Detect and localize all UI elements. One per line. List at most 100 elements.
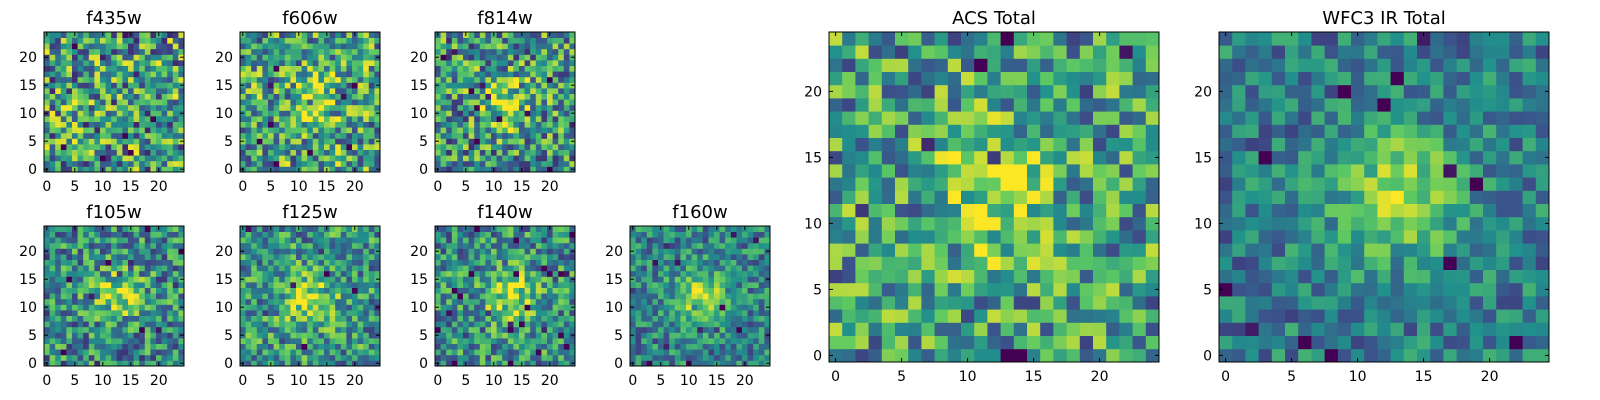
heatmap-cell [340, 242, 347, 249]
heatmap-cell [547, 48, 553, 55]
heatmap-cell [256, 287, 263, 294]
heatmap-cell [674, 242, 681, 249]
heatmap-cell [435, 160, 441, 167]
heatmap-cell [1027, 309, 1041, 323]
heatmap-cell [374, 99, 381, 106]
heatmap-cell [519, 160, 525, 167]
heatmap-cell [318, 76, 325, 83]
heatmap-cell [363, 37, 370, 44]
heatmap-cell [167, 338, 174, 344]
heatmap-cell [491, 160, 497, 167]
heatmap-cell [290, 270, 297, 277]
heatmap-cell [156, 265, 162, 272]
heatmap-cell [172, 304, 179, 311]
heatmap-cell [895, 296, 909, 310]
heatmap-cell [485, 304, 492, 311]
heatmap-cell [435, 282, 441, 288]
heatmap-cell [680, 287, 687, 294]
heatmap-cell [451, 82, 458, 89]
heatmap-cell [329, 354, 336, 361]
heatmap-cell [111, 127, 118, 134]
heatmap-cell [507, 93, 514, 100]
heatmap-cell [630, 349, 636, 356]
heatmap-cell [552, 315, 559, 322]
heatmap-cell [307, 76, 314, 83]
heatmap-cell [83, 82, 90, 89]
heatmap-cell [641, 321, 648, 328]
heatmap-cell [451, 287, 458, 294]
heatmap-cell [363, 304, 370, 311]
heatmap-cell [245, 93, 252, 100]
heatmap-cell [273, 332, 280, 339]
heatmap-cell [934, 335, 949, 350]
heatmap-cell [736, 298, 743, 305]
heatmap-cell [513, 127, 520, 134]
heatmap-cell [719, 276, 726, 283]
heatmap-cell [987, 256, 1001, 270]
heatmap-cell [156, 231, 162, 238]
heatmap-cell [519, 332, 525, 339]
heatmap-cell [507, 48, 514, 55]
heatmap-cell [290, 65, 297, 72]
heatmap-cell [1145, 216, 1160, 231]
heatmap-cell [49, 270, 56, 277]
heatmap-cell [139, 231, 146, 238]
heatmap-cell [530, 321, 537, 328]
heatmap-cell [318, 276, 325, 283]
heatmap-cell [318, 298, 325, 305]
heatmap-cell [829, 203, 843, 218]
heatmap-cell [133, 354, 140, 361]
heatmap-cell [49, 160, 56, 167]
heatmap-cell [974, 309, 988, 323]
heatmap-cell [178, 160, 185, 167]
heatmap-cell [100, 149, 106, 156]
heatmap-cell [1040, 335, 1054, 350]
heatmap-cell [513, 149, 520, 156]
heatmap-cell [273, 354, 280, 361]
heatmap-cell [301, 82, 308, 89]
heatmap-cell [324, 110, 330, 117]
heatmap-cell [702, 226, 709, 232]
heatmap-cell [519, 116, 525, 122]
heatmap-cell [547, 326, 553, 333]
heatmap-cell [691, 265, 698, 272]
heatmap-cell [541, 160, 548, 167]
heatmap-cell [60, 304, 67, 311]
heatmap-cell [66, 315, 73, 322]
heatmap-cell [256, 116, 263, 122]
heatmap-cell [485, 138, 492, 145]
heatmap-cell [60, 298, 67, 305]
heatmap-cell [496, 48, 503, 55]
heatmap-cell [1079, 269, 1094, 284]
heatmap-cell [268, 60, 274, 66]
heatmap-cell [547, 37, 553, 44]
heatmap-cell [535, 82, 542, 89]
heatmap-cell [446, 155, 453, 162]
heatmap-cell [329, 60, 336, 66]
heatmap-cell [312, 54, 319, 61]
heatmap-cell [652, 254, 659, 260]
heatmap-cell [240, 76, 246, 83]
heatmap-cell [178, 270, 185, 277]
heatmap-cell [674, 332, 681, 339]
heatmap-cell [519, 248, 525, 255]
heatmap-cell [669, 310, 676, 316]
heatmap-cell [256, 242, 263, 249]
heatmap-cell [496, 326, 503, 333]
heatmap-cell [474, 37, 481, 44]
heatmap-cell [758, 338, 765, 344]
heatmap-cell [256, 332, 263, 339]
heatmap-cell [116, 88, 123, 94]
heatmap-cell [88, 149, 95, 156]
heatmap-cell [290, 304, 297, 311]
heatmap-cell [868, 203, 883, 218]
heatmap-cell [161, 88, 168, 94]
heatmap-cell [94, 144, 101, 150]
heatmap-cell [363, 82, 370, 89]
heatmap-cell [346, 132, 353, 139]
heatmap-cell [312, 76, 319, 83]
heatmap-cell [680, 237, 687, 244]
heatmap-cell [251, 276, 258, 283]
heatmap-cell [340, 138, 347, 145]
heatmap-cell [630, 270, 636, 277]
